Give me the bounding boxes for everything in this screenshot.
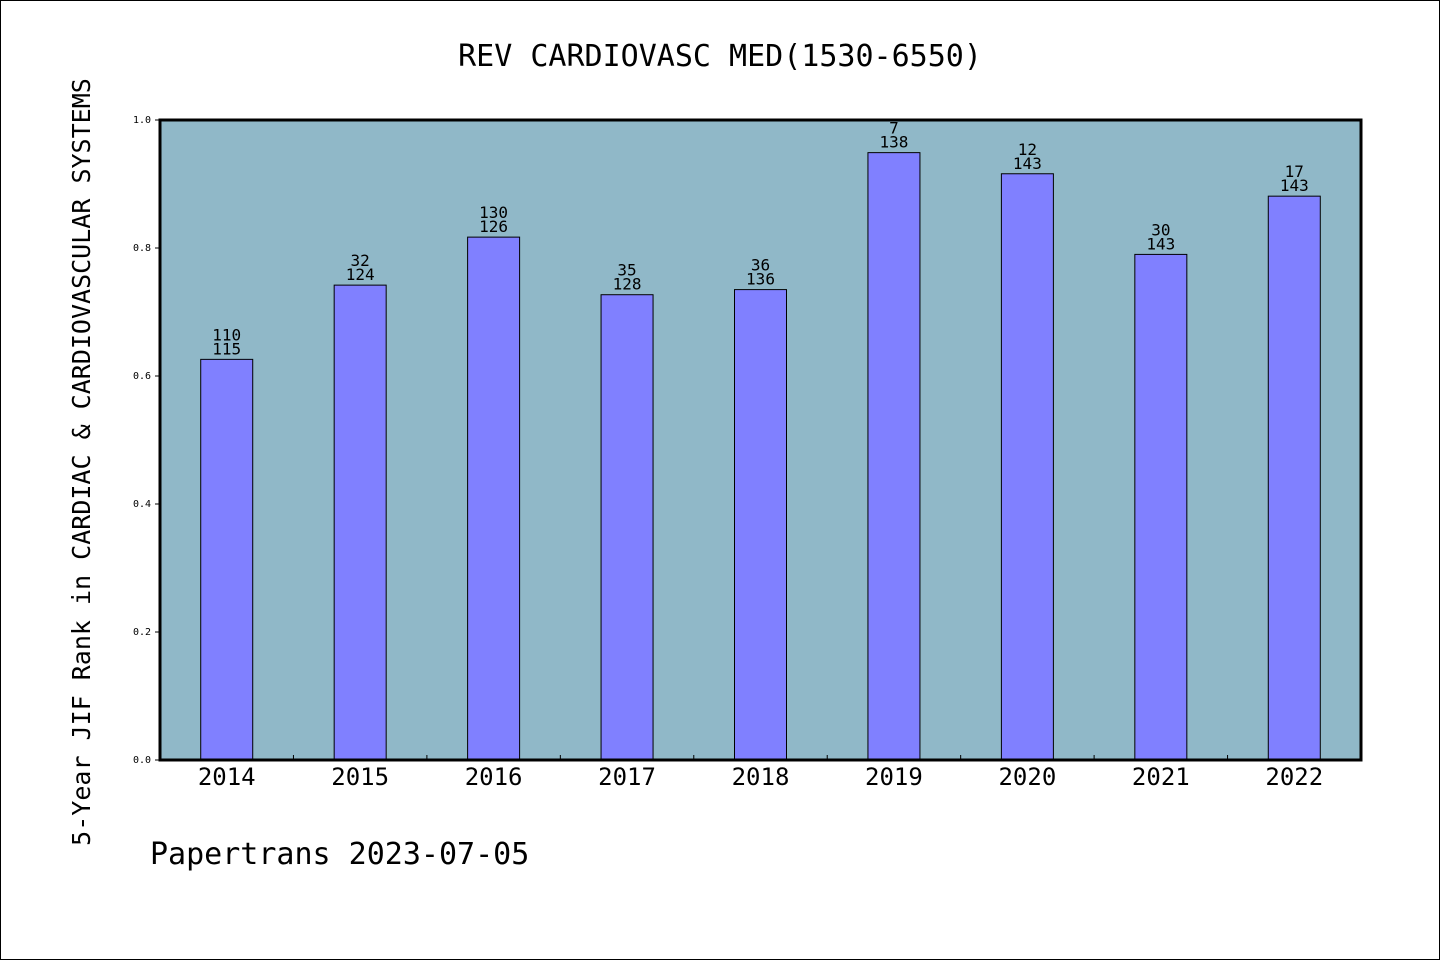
bar-total-label-2016: 126 — [479, 217, 508, 236]
x-tick-label-2018: 2018 — [732, 763, 790, 791]
bar-2017 — [600, 294, 654, 761]
y-axis: 0.0 0.2 0.4 0.6 0.8 1.0 — [133, 115, 160, 766]
x-tick-label-2015: 2015 — [331, 763, 389, 791]
x-tick-label-2022: 2022 — [1265, 763, 1323, 791]
y-tick-label: 0.2 — [133, 627, 151, 638]
bar-rank-label-2018: 36 — [751, 256, 770, 275]
y-tick-label: 0.6 — [133, 371, 151, 382]
x-tick-label-2016: 2016 — [465, 763, 523, 791]
bar-rank-label-2016: 130 — [479, 203, 508, 222]
bar-total-label-2020: 143 — [1013, 154, 1042, 173]
bar-rank-label-2021: 30 — [1151, 220, 1170, 239]
bar-total-label-2019: 138 — [879, 133, 908, 152]
bar-rank-label-2015: 32 — [351, 251, 370, 270]
plot-border — [158, 118, 1363, 762]
bar-2020 — [1000, 173, 1054, 761]
chart-title: REV CARDIOVASC MED(1530-6550) — [458, 39, 982, 74]
y-tick-label: 1.0 — [133, 115, 151, 126]
bar-2016 — [467, 236, 521, 761]
bar-rank-label-2019: 7 — [889, 119, 899, 138]
bar-2021 — [1134, 253, 1188, 761]
bar-total-label-2022: 143 — [1280, 176, 1309, 195]
x-axis: 2014 2015 2016 2017 2018 2019 2020 2021 2022 — [198, 755, 1323, 791]
bar-rank-label-2022: 17 — [1285, 162, 1304, 181]
x-tick-label-2014: 2014 — [198, 763, 256, 791]
bar-total-label-2014: 115 — [212, 339, 241, 358]
bar-total-label-2021: 143 — [1146, 234, 1175, 253]
y-tick-label: 0.4 — [133, 499, 151, 510]
bar-rank-label-2020: 12 — [1018, 140, 1037, 159]
bar-2018 — [734, 289, 787, 761]
x-tick-label-2020: 2020 — [998, 763, 1056, 791]
bar-2015 — [333, 284, 387, 761]
x-tick-label-2021: 2021 — [1132, 763, 1190, 791]
bar-rank-label-2017: 35 — [617, 261, 636, 280]
bar-rank-label-2014: 110 — [212, 325, 241, 344]
bar-total-label-2015: 124 — [346, 265, 375, 284]
bar-total-label-2017: 128 — [613, 275, 642, 294]
bar-total-label-2018: 136 — [746, 270, 775, 289]
bar-2019 — [867, 152, 921, 761]
y-tick-label: 0.8 — [133, 243, 151, 254]
x-tick-label-2017: 2017 — [598, 763, 656, 791]
bar-2022 — [1267, 195, 1321, 761]
y-axis-label: 5-Year JIF Rank in CARDIAC & CARDIOVASCU… — [67, 78, 96, 846]
footer-credit: Papertrans 2023-07-05 — [150, 837, 529, 872]
x-tick-label-2019: 2019 — [865, 763, 923, 791]
bar-2014 — [200, 358, 254, 761]
y-tick-label: 0.0 — [133, 755, 151, 766]
